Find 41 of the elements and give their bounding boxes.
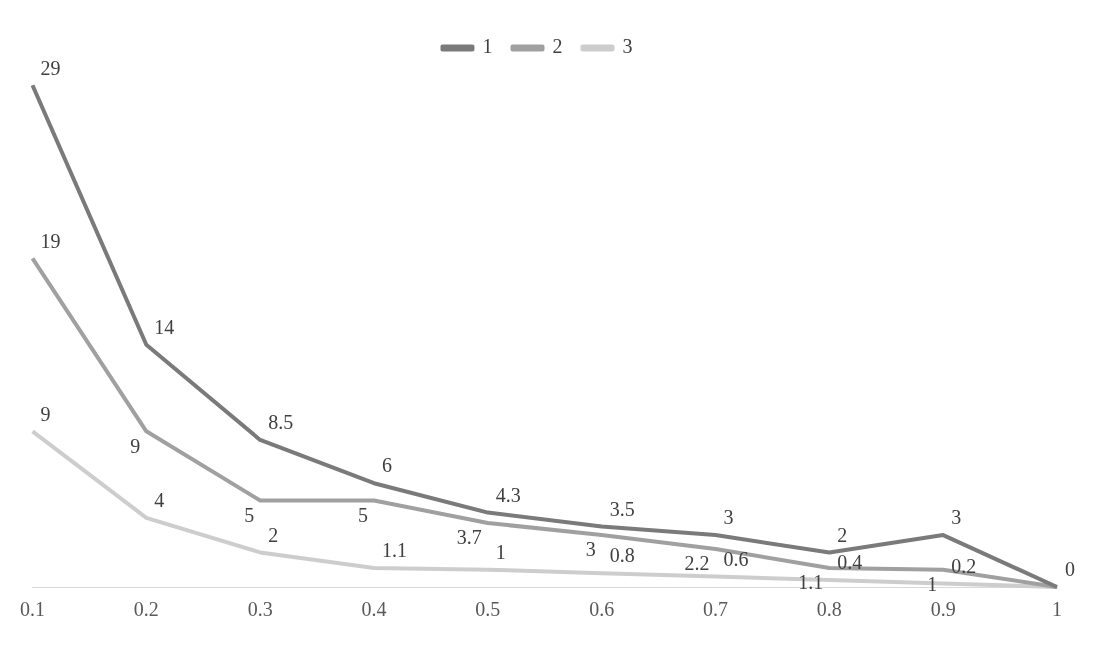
x-tick-label: 0.6 (589, 598, 615, 621)
data-label: 19 (40, 229, 61, 252)
data-label: 14 (154, 316, 175, 339)
data-label: 6 (382, 454, 392, 477)
x-tick-label: 1 (1052, 598, 1062, 621)
data-label: 5 (244, 503, 255, 526)
data-label: 1 (495, 540, 506, 563)
data-label: 0.4 (837, 551, 863, 574)
legend-label: 3 (622, 35, 633, 58)
data-label: 2 (268, 523, 279, 546)
data-label: 3 (585, 538, 596, 561)
data-label: 4.3 (495, 483, 521, 506)
x-tick-label: 0.7 (703, 598, 728, 621)
data-label: 0 (1065, 558, 1075, 581)
data-label: 1 (927, 572, 938, 595)
x-tick-label: 0.2 (133, 598, 159, 621)
legend-label: 1 (482, 35, 493, 58)
x-tick-label: 0.3 (247, 598, 273, 621)
data-label: 2.2 (684, 552, 710, 575)
legend-label: 2 (552, 35, 563, 58)
data-label: 4 (154, 489, 165, 512)
data-label: 3 (723, 506, 734, 529)
data-label: 3.7 (456, 526, 482, 549)
x-tick-label: 0.5 (475, 598, 501, 621)
data-label: 29 (40, 56, 61, 79)
x-tick-label: 0.4 (361, 598, 387, 621)
data-label: 1.1 (798, 571, 824, 594)
data-label: 0.6 (723, 547, 749, 570)
data-label: 2 (837, 523, 848, 546)
data-label: 1.1 (382, 539, 407, 562)
data-label: 3 (951, 506, 962, 529)
data-label: 8.5 (268, 411, 294, 434)
data-label: 3.5 (609, 497, 635, 520)
data-label: 9 (40, 402, 51, 425)
data-label: 9 (130, 434, 141, 457)
x-tick-label: 0.9 (930, 598, 956, 621)
data-label: 0.8 (609, 544, 635, 567)
x-tick-label: 0.1 (20, 598, 45, 621)
x-tick-label: 0.8 (816, 598, 842, 621)
data-label: 5 (358, 503, 368, 526)
data-label: 0.2 (951, 554, 977, 577)
